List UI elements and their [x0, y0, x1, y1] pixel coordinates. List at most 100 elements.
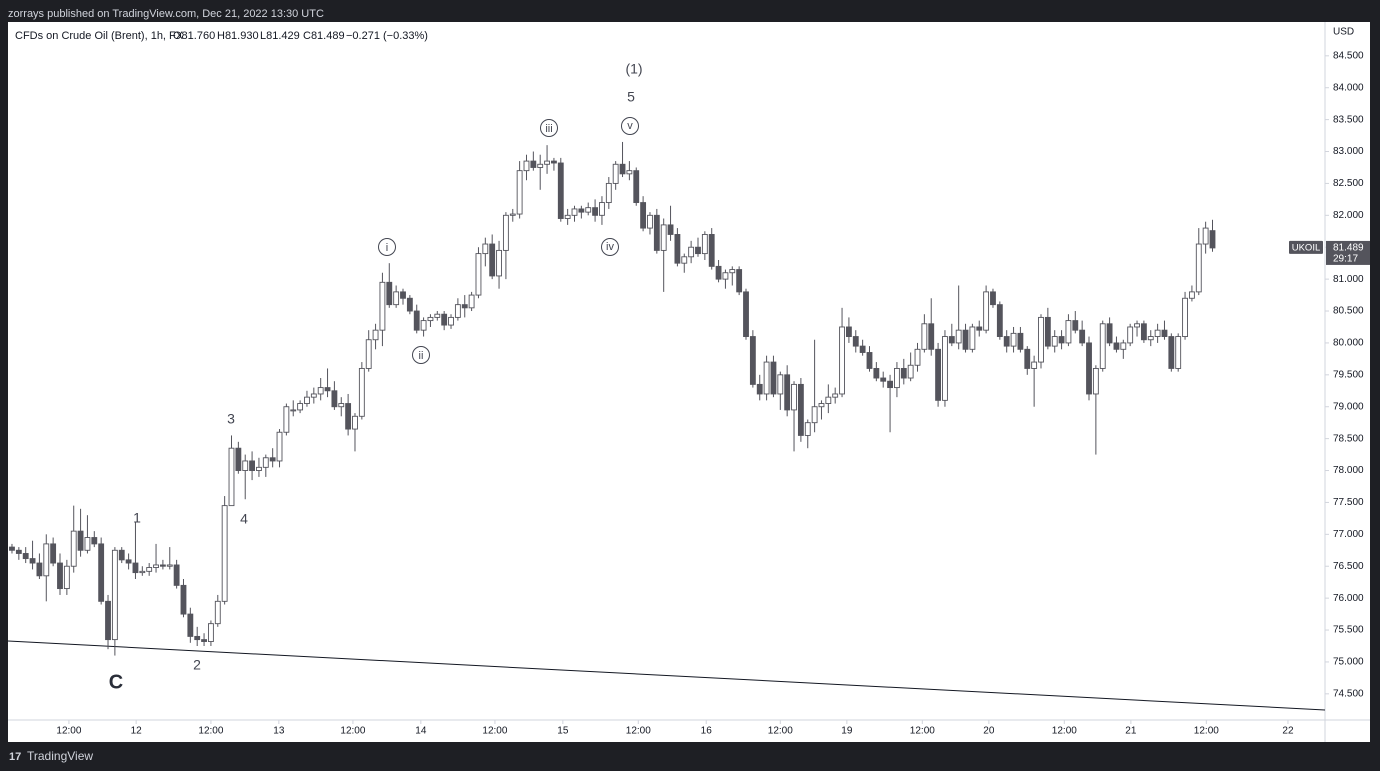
x-tick-label: 14	[415, 726, 427, 737]
x-tick-label: 12:00	[768, 726, 793, 737]
wave-circle	[378, 238, 396, 256]
candle-body	[461, 304, 468, 309]
candle-body	[557, 162, 564, 219]
candle-body	[619, 163, 626, 175]
x-tick-label: 12:00	[1052, 726, 1077, 737]
candle-body	[756, 383, 763, 395]
candle-body	[845, 326, 852, 337]
wave-label: 4	[240, 511, 248, 527]
candle-body	[502, 214, 509, 251]
candle-body	[1024, 348, 1031, 369]
candle-body	[811, 406, 818, 424]
candle-body	[221, 505, 228, 602]
candle-body	[516, 170, 523, 215]
wave-label: v	[627, 120, 633, 132]
candle-body	[290, 409, 297, 412]
candle-body	[111, 549, 118, 641]
candle-body	[914, 348, 921, 366]
candle-body	[777, 374, 784, 395]
y-tick-label: 83.000	[1333, 146, 1364, 157]
candle-body	[681, 256, 688, 264]
price-tag-price: 81.489	[1333, 243, 1364, 254]
symbol[interactable]: CFDs on Crude Oil (Brent), 1h, FX	[15, 30, 184, 42]
candle-body	[276, 431, 283, 462]
y-tick-label: 84.500	[1333, 50, 1364, 61]
candle-body	[180, 584, 187, 615]
candle-body	[1168, 336, 1175, 369]
y-tick-label: 76.500	[1333, 561, 1364, 572]
candle-body	[262, 457, 269, 468]
x-tick-label: 22	[1282, 726, 1294, 737]
candle-body	[1065, 320, 1072, 344]
wave-label: iv	[606, 241, 614, 253]
wave-label: ii	[419, 350, 424, 362]
candle-body	[105, 600, 111, 641]
wave-label: (1)	[625, 61, 642, 77]
wave-label: 2	[193, 657, 201, 673]
wave-label: 1	[133, 510, 141, 526]
candle-body	[1051, 336, 1058, 347]
candle-body	[1134, 323, 1140, 328]
wave-label: iii	[545, 123, 552, 135]
candle-body	[393, 291, 400, 306]
candle-body	[592, 207, 599, 216]
candle-body	[530, 160, 537, 168]
ticker-tag-bg	[1289, 240, 1323, 254]
wave-label: C	[109, 671, 123, 693]
candle-body	[1038, 316, 1044, 363]
candle-body	[880, 377, 887, 382]
candle-body	[1188, 291, 1195, 299]
candle-body	[269, 457, 276, 462]
candle-body	[736, 269, 743, 293]
wave-label: i	[386, 242, 388, 254]
candle-body	[612, 163, 619, 184]
candle-body	[599, 202, 605, 216]
trend-line	[7, 640, 1326, 711]
wave-label: 5	[627, 89, 635, 105]
x-tick-label: 21	[1125, 726, 1137, 737]
candle-body	[441, 313, 448, 326]
candle-body	[537, 163, 544, 168]
candle-body	[228, 447, 235, 507]
candle-body	[57, 562, 63, 590]
candle-body	[626, 170, 633, 175]
candle-body	[749, 336, 756, 385]
candle-body	[324, 387, 331, 392]
candle-body	[674, 234, 681, 264]
candle-body	[249, 460, 256, 471]
candle-body	[406, 297, 413, 312]
candle-body	[400, 291, 406, 299]
y-tick-label: 80.500	[1333, 306, 1364, 317]
candle-body	[900, 367, 907, 379]
candle-body	[338, 403, 345, 408]
candle-body	[770, 361, 777, 395]
x-tick-label: 16	[701, 726, 713, 737]
x-tick-label: 15	[557, 726, 569, 737]
candle-body	[1161, 329, 1168, 337]
candle-body	[77, 530, 84, 551]
candle-body	[1175, 336, 1182, 369]
candle-body	[283, 406, 290, 433]
x-tick-label: 12:00	[910, 726, 935, 737]
price-tag-bg	[1326, 240, 1370, 265]
x-tick-label: 13	[273, 726, 285, 737]
x-tick-label: 12:00	[198, 726, 223, 737]
candle-body	[365, 339, 372, 369]
candle-body	[352, 415, 358, 430]
candle-body	[818, 403, 825, 408]
candle-body	[1113, 342, 1120, 350]
x-tick-label: 12:00	[56, 726, 81, 737]
candle-body	[976, 326, 983, 331]
y-tick-label: 78.500	[1333, 433, 1364, 444]
candle-body	[420, 320, 427, 331]
y-tick-label: 77.500	[1333, 497, 1364, 508]
brand[interactable]: TradingView	[27, 749, 93, 763]
candle-body	[1099, 323, 1106, 369]
publisher: zorrays published on TradingView.com, De…	[8, 8, 324, 20]
candle-body	[695, 246, 701, 255]
candle-body	[125, 559, 132, 564]
candle-body	[996, 304, 1003, 337]
candle-body	[1195, 243, 1202, 293]
candle-body	[715, 265, 722, 280]
candle-body	[935, 348, 942, 401]
